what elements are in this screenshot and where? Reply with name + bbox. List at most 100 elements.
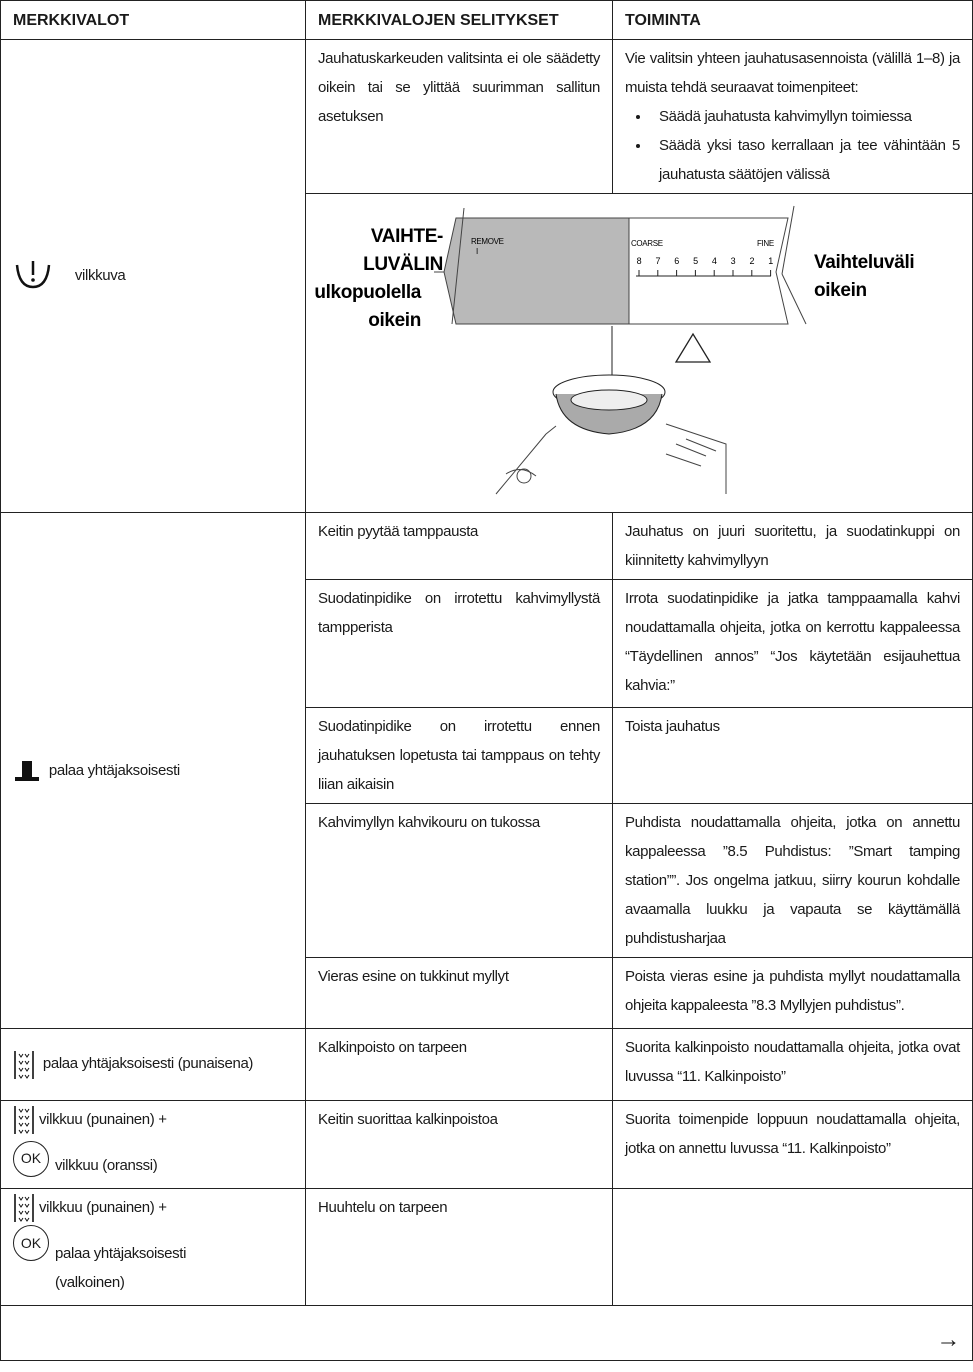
indicator-text: palaa yhtäjaksoisesti (punaisena) bbox=[42, 1055, 254, 1073]
indicator-text: palaa yhtäjaksoisesti bbox=[48, 762, 180, 779]
cause-cell: Keitin pyytää tamppausta bbox=[305, 512, 613, 580]
cause: Vieras esine on tukkinut myllyt bbox=[318, 968, 509, 985]
indicator-cell: palaa yhtäjaksoisesti bbox=[0, 512, 306, 1029]
icon-part bbox=[18, 1074, 24, 1079]
scale-number: 5 bbox=[693, 256, 698, 266]
cause: Keitin pyytää tamppausta bbox=[318, 523, 479, 540]
action-cell: Poista vieras esine ja puhdista myllyt n… bbox=[612, 957, 973, 1029]
action-cell: Vie valitsin yhteen jauhatusasennoista (… bbox=[612, 39, 973, 194]
header: MERKKIVALOJEN SELITYKSET bbox=[305, 0, 613, 40]
cause-cell: Huuhtelu on tarpeen bbox=[305, 1188, 613, 1306]
tamper-icon bbox=[15, 761, 39, 782]
icon-part bbox=[18, 1067, 24, 1072]
row: VAIHTE- LUVÄLIN ulkopuolella oikein Vaih… bbox=[1, 193, 973, 513]
icon-part bbox=[24, 1129, 30, 1134]
cause-cell: Jauhatuskarkeuden valitsinta ei ole sääd… bbox=[305, 39, 613, 194]
indicator-text: vilkkuva bbox=[74, 266, 126, 284]
action-cell: Puhdista noudattamalla ohjeita, jotka on… bbox=[612, 803, 973, 958]
dial-label: REMOVE bbox=[471, 237, 504, 246]
scale-number: 6 bbox=[674, 256, 679, 266]
icon-part bbox=[18, 1053, 24, 1058]
icon-part bbox=[24, 1115, 30, 1120]
icon-part bbox=[24, 1067, 30, 1072]
cause-cell: Vieras esine on tukkinut myllyt bbox=[305, 957, 613, 1029]
left-label: LUVÄLIN bbox=[363, 254, 443, 275]
dial-label: COARSE bbox=[631, 239, 663, 248]
indicator-cell: vilkkuu (punainen) + OK palaa yhtäjaksois… bbox=[0, 1188, 306, 1306]
right-label: oikein bbox=[814, 280, 867, 301]
icon-part bbox=[24, 1203, 30, 1208]
icon-part bbox=[24, 1053, 30, 1058]
row: vilkkuu (punainen) + OK palaa yhtäjaksois… bbox=[0, 1188, 973, 1306]
action: Suorita toimenpide loppuun noudattamalla… bbox=[625, 1111, 960, 1157]
indicator-cell: palaa yhtäjaksoisesti (punaisena) bbox=[0, 1028, 306, 1101]
alert-icon bbox=[15, 261, 51, 289]
icon-part bbox=[24, 1108, 30, 1113]
cause-cell: Kalkinpoisto on tarpeen bbox=[305, 1028, 613, 1101]
left-label: ulkopuolella bbox=[314, 282, 421, 303]
icon-part bbox=[18, 1060, 24, 1065]
indicator-cell: vilkkuu (punainen) + OK vilkkuu (oranssi) bbox=[0, 1100, 306, 1189]
row: Suodatinpidike on irrotettu ennen jauhat… bbox=[1, 707, 973, 804]
icon-part bbox=[24, 1210, 30, 1215]
action: Toista jauhatus bbox=[625, 718, 720, 735]
icon-part bbox=[18, 1217, 24, 1222]
row: palaa yhtäjaksoisesti Keitin pyytää tamp… bbox=[0, 512, 973, 1029]
dial-label: I bbox=[476, 247, 478, 256]
left-label: VAIHTE- bbox=[371, 226, 443, 247]
icon-part bbox=[18, 1122, 24, 1127]
left-label: oikein bbox=[368, 310, 421, 331]
row: vilkkuva Jauhatuskarkeuden valitsinta ei… bbox=[0, 39, 973, 513]
dial-label: FINE bbox=[757, 239, 774, 248]
footer-row: → bbox=[0, 1305, 973, 1361]
indicator-cell: vilkkuva bbox=[0, 39, 306, 513]
row: palaa yhtäjaksoisesti (punaisena) Kalkin… bbox=[0, 1028, 973, 1101]
icon-part bbox=[24, 1122, 30, 1127]
indicator-text: vilkkuu (punainen) + bbox=[39, 1199, 167, 1216]
descale-icon bbox=[14, 1050, 34, 1079]
scale-number: 3 bbox=[731, 256, 736, 266]
icon-part bbox=[24, 1196, 30, 1201]
cause: Keitin suorittaa kalkinpoistoa bbox=[318, 1111, 498, 1128]
row: Suodatinpidike on irrotettu kahvimyllyst… bbox=[1, 579, 973, 708]
action: Puhdista noudattamalla ohjeita, jotka on… bbox=[625, 814, 960, 947]
icon-part bbox=[18, 1196, 24, 1201]
cause: Huuhtelu on tarpeen bbox=[318, 1199, 448, 1216]
row: Vieras esine on tukkinut myllyt Poista v… bbox=[1, 957, 973, 1029]
bullet-list: Säädä jauhatusta kahvimyllyn toimiessa S… bbox=[625, 102, 960, 189]
cause-cell: Suodatinpidike on irrotettu ennen jauhat… bbox=[305, 707, 613, 804]
indicator-text: vilkkuu (punainen) + bbox=[39, 1111, 167, 1128]
header: MERKKIVALOT bbox=[0, 0, 306, 40]
ok-icon: OK bbox=[13, 1140, 49, 1177]
action-cell: Jauhatus on juuri suoritettu, ja suodati… bbox=[612, 512, 973, 580]
icon-part bbox=[24, 1060, 30, 1065]
dial-scale: 8 7 6 5 4 3 2 1 bbox=[637, 256, 774, 276]
next-arrow: → bbox=[936, 1326, 960, 1353]
icon-part bbox=[24, 1217, 30, 1222]
icon-part bbox=[18, 1115, 24, 1120]
icon-part bbox=[18, 1129, 24, 1134]
cause: Suodatinpidike on irrotettu kahvimyllyst… bbox=[318, 590, 600, 636]
cause: Jauhatuskarkeuden valitsinta ei ole sääd… bbox=[318, 50, 600, 125]
cause-cell: Suodatinpidike on irrotettu kahvimyllyst… bbox=[305, 579, 613, 708]
footer-cell: → bbox=[0, 1305, 973, 1361]
action-cell bbox=[612, 1188, 973, 1306]
action-cell: Suorita kalkinpoisto noudattamalla ohjei… bbox=[612, 1028, 973, 1101]
row: vilkkuu (punainen) + OK vilkkuu (oranssi)… bbox=[0, 1100, 973, 1189]
bullet: Säädä yksi taso kerrallaan ja tee vähint… bbox=[651, 131, 960, 189]
row: Kahvimyllyn kahvikouru on tukossa Puhdis… bbox=[1, 803, 973, 958]
descale-icon bbox=[14, 1194, 34, 1223]
scale-number: 4 bbox=[712, 256, 717, 266]
scale-number: 2 bbox=[749, 256, 754, 266]
header: TOIMINTA bbox=[612, 0, 973, 40]
action: Jauhatus on juuri suoritettu, ja suodati… bbox=[625, 523, 960, 569]
header-row: MERKKIVALOT MERKKIVALOJEN SELITYKSET TOI… bbox=[0, 0, 973, 40]
action-cell: Suorita toimenpide loppuun noudattamalla… bbox=[612, 1100, 973, 1189]
right-label: Vaihteluväli bbox=[814, 252, 914, 273]
icon-part bbox=[18, 1203, 24, 1208]
action: Irrota suodatinpidike ja jatka tamppaama… bbox=[625, 590, 960, 694]
scale-number: 8 bbox=[637, 256, 642, 266]
